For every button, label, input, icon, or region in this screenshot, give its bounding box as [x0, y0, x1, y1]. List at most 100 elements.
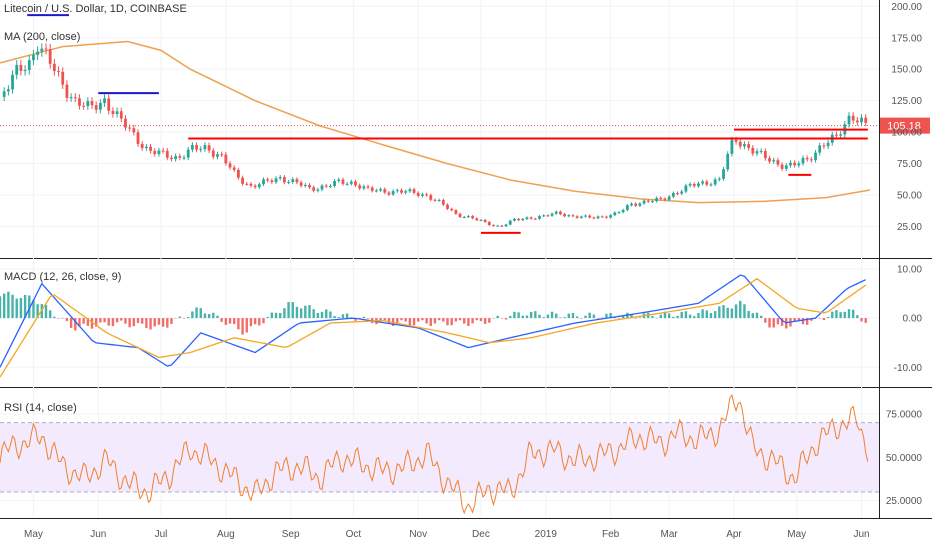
candle-body	[425, 194, 428, 196]
last-price-tag	[880, 117, 930, 134]
candle-body	[262, 179, 265, 185]
macd-histogram-bar	[15, 298, 18, 319]
macd-histogram-bar	[797, 318, 801, 322]
macd-histogram-bar	[504, 318, 508, 320]
macd-histogram-bar	[509, 315, 512, 319]
candle-body	[730, 139, 734, 154]
candle-body	[575, 216, 579, 218]
macd-histogram-bar	[743, 304, 746, 319]
candle-body	[521, 218, 525, 221]
candle-body	[182, 157, 186, 159]
macd-histogram-bar	[425, 318, 428, 324]
macd-histogram-bar	[818, 318, 821, 319]
macd-histogram-bar	[638, 317, 642, 319]
candle-body	[65, 84, 69, 98]
candle-body	[119, 111, 123, 119]
time-tick-label: May	[787, 529, 806, 540]
macd-histogram-bar	[32, 299, 35, 319]
macd-histogram-bar	[584, 315, 587, 319]
macd-histogram-bar	[136, 318, 140, 323]
macd-histogram-bar	[23, 294, 27, 319]
time-tick-label: Feb	[602, 529, 620, 540]
macd-histogram-bar	[61, 317, 64, 319]
macd-histogram-bar	[99, 318, 102, 323]
last-price-label: 105.18	[887, 121, 921, 133]
candle-body	[111, 110, 115, 114]
macd-histogram-bar	[90, 318, 94, 329]
candle-body	[717, 178, 721, 180]
candle-body	[559, 211, 562, 215]
candle-body	[11, 74, 14, 90]
candle-body	[847, 115, 851, 125]
price-y-tick-label: 100.00	[891, 128, 922, 139]
rsi-y-tick-label: 50.0000	[886, 453, 923, 464]
candle-body	[203, 145, 207, 150]
macd-histogram-bar	[780, 318, 784, 326]
drawn-lines[interactable]	[27, 14, 868, 234]
candle-body	[316, 189, 320, 191]
macd-histogram-bar	[483, 318, 487, 324]
price-panel[interactable]: 105.18	[0, 14, 930, 234]
candle-body	[383, 189, 387, 193]
macd-histogram-bar	[44, 304, 48, 319]
candle-body	[27, 60, 31, 71]
candle-body	[437, 200, 441, 202]
candle-body	[52, 63, 56, 72]
candle-body	[358, 185, 362, 189]
candle-body	[107, 98, 111, 111]
macd-histogram-bar	[341, 314, 345, 319]
macd-histogram-bar	[772, 318, 775, 328]
macd-histogram-bar	[111, 318, 115, 327]
macd-histogram-bar	[149, 318, 152, 330]
candle-body	[680, 191, 684, 194]
candle-body	[391, 191, 395, 195]
candle-body	[23, 70, 27, 72]
price-series[interactable]	[2, 43, 868, 228]
macd-histogram-bar	[605, 313, 608, 319]
macd-histogram-bar	[86, 318, 90, 326]
candle-body	[136, 132, 140, 144]
candle-body	[513, 218, 516, 221]
macd-histogram-bar	[320, 311, 324, 319]
candle-body	[370, 187, 374, 191]
time-tick-label: Mar	[661, 529, 679, 540]
macd-histogram-bar	[839, 312, 842, 319]
macd-histogram-bar	[630, 314, 633, 319]
macd-histogram-bar	[475, 318, 478, 321]
candle-body	[36, 51, 40, 55]
macd-panel[interactable]	[0, 274, 867, 378]
candle-body	[153, 150, 157, 155]
candle-body	[701, 181, 705, 184]
macd-histogram-bar	[417, 318, 420, 322]
macd-histogram-bar	[199, 308, 202, 319]
candle-body	[15, 64, 19, 75]
macd-histogram-bar	[19, 298, 23, 319]
macd-histogram-bar	[659, 314, 662, 319]
macd-histogram-bar	[312, 309, 315, 319]
time-tick-label: Nov	[409, 529, 427, 540]
macd-histogram-bar	[479, 318, 483, 322]
rsi-panel[interactable]	[0, 393, 869, 515]
macd-histogram-bar	[722, 305, 725, 319]
candle-body	[421, 194, 424, 196]
macd-y-tick-label: 10.00	[897, 264, 922, 275]
candle-body	[697, 183, 700, 187]
candle-body	[655, 197, 659, 202]
macd-histogram-bar	[437, 318, 441, 321]
macd-histogram-bar	[831, 311, 834, 319]
candle-body	[467, 216, 470, 218]
candle-body	[303, 184, 307, 186]
candle-body	[249, 183, 253, 186]
candle-body	[228, 163, 232, 168]
candle-body	[483, 219, 487, 222]
macd-histogram-bar	[304, 305, 307, 319]
candle-body	[592, 217, 596, 219]
candle-body	[805, 157, 809, 160]
macd-histogram-bar	[145, 318, 148, 328]
macd-histogram-bar	[617, 318, 621, 319]
macd-histogram-bar	[860, 318, 863, 322]
macd-histogram-bar	[329, 311, 332, 319]
candle-body	[747, 144, 751, 148]
candle-body	[454, 210, 458, 214]
